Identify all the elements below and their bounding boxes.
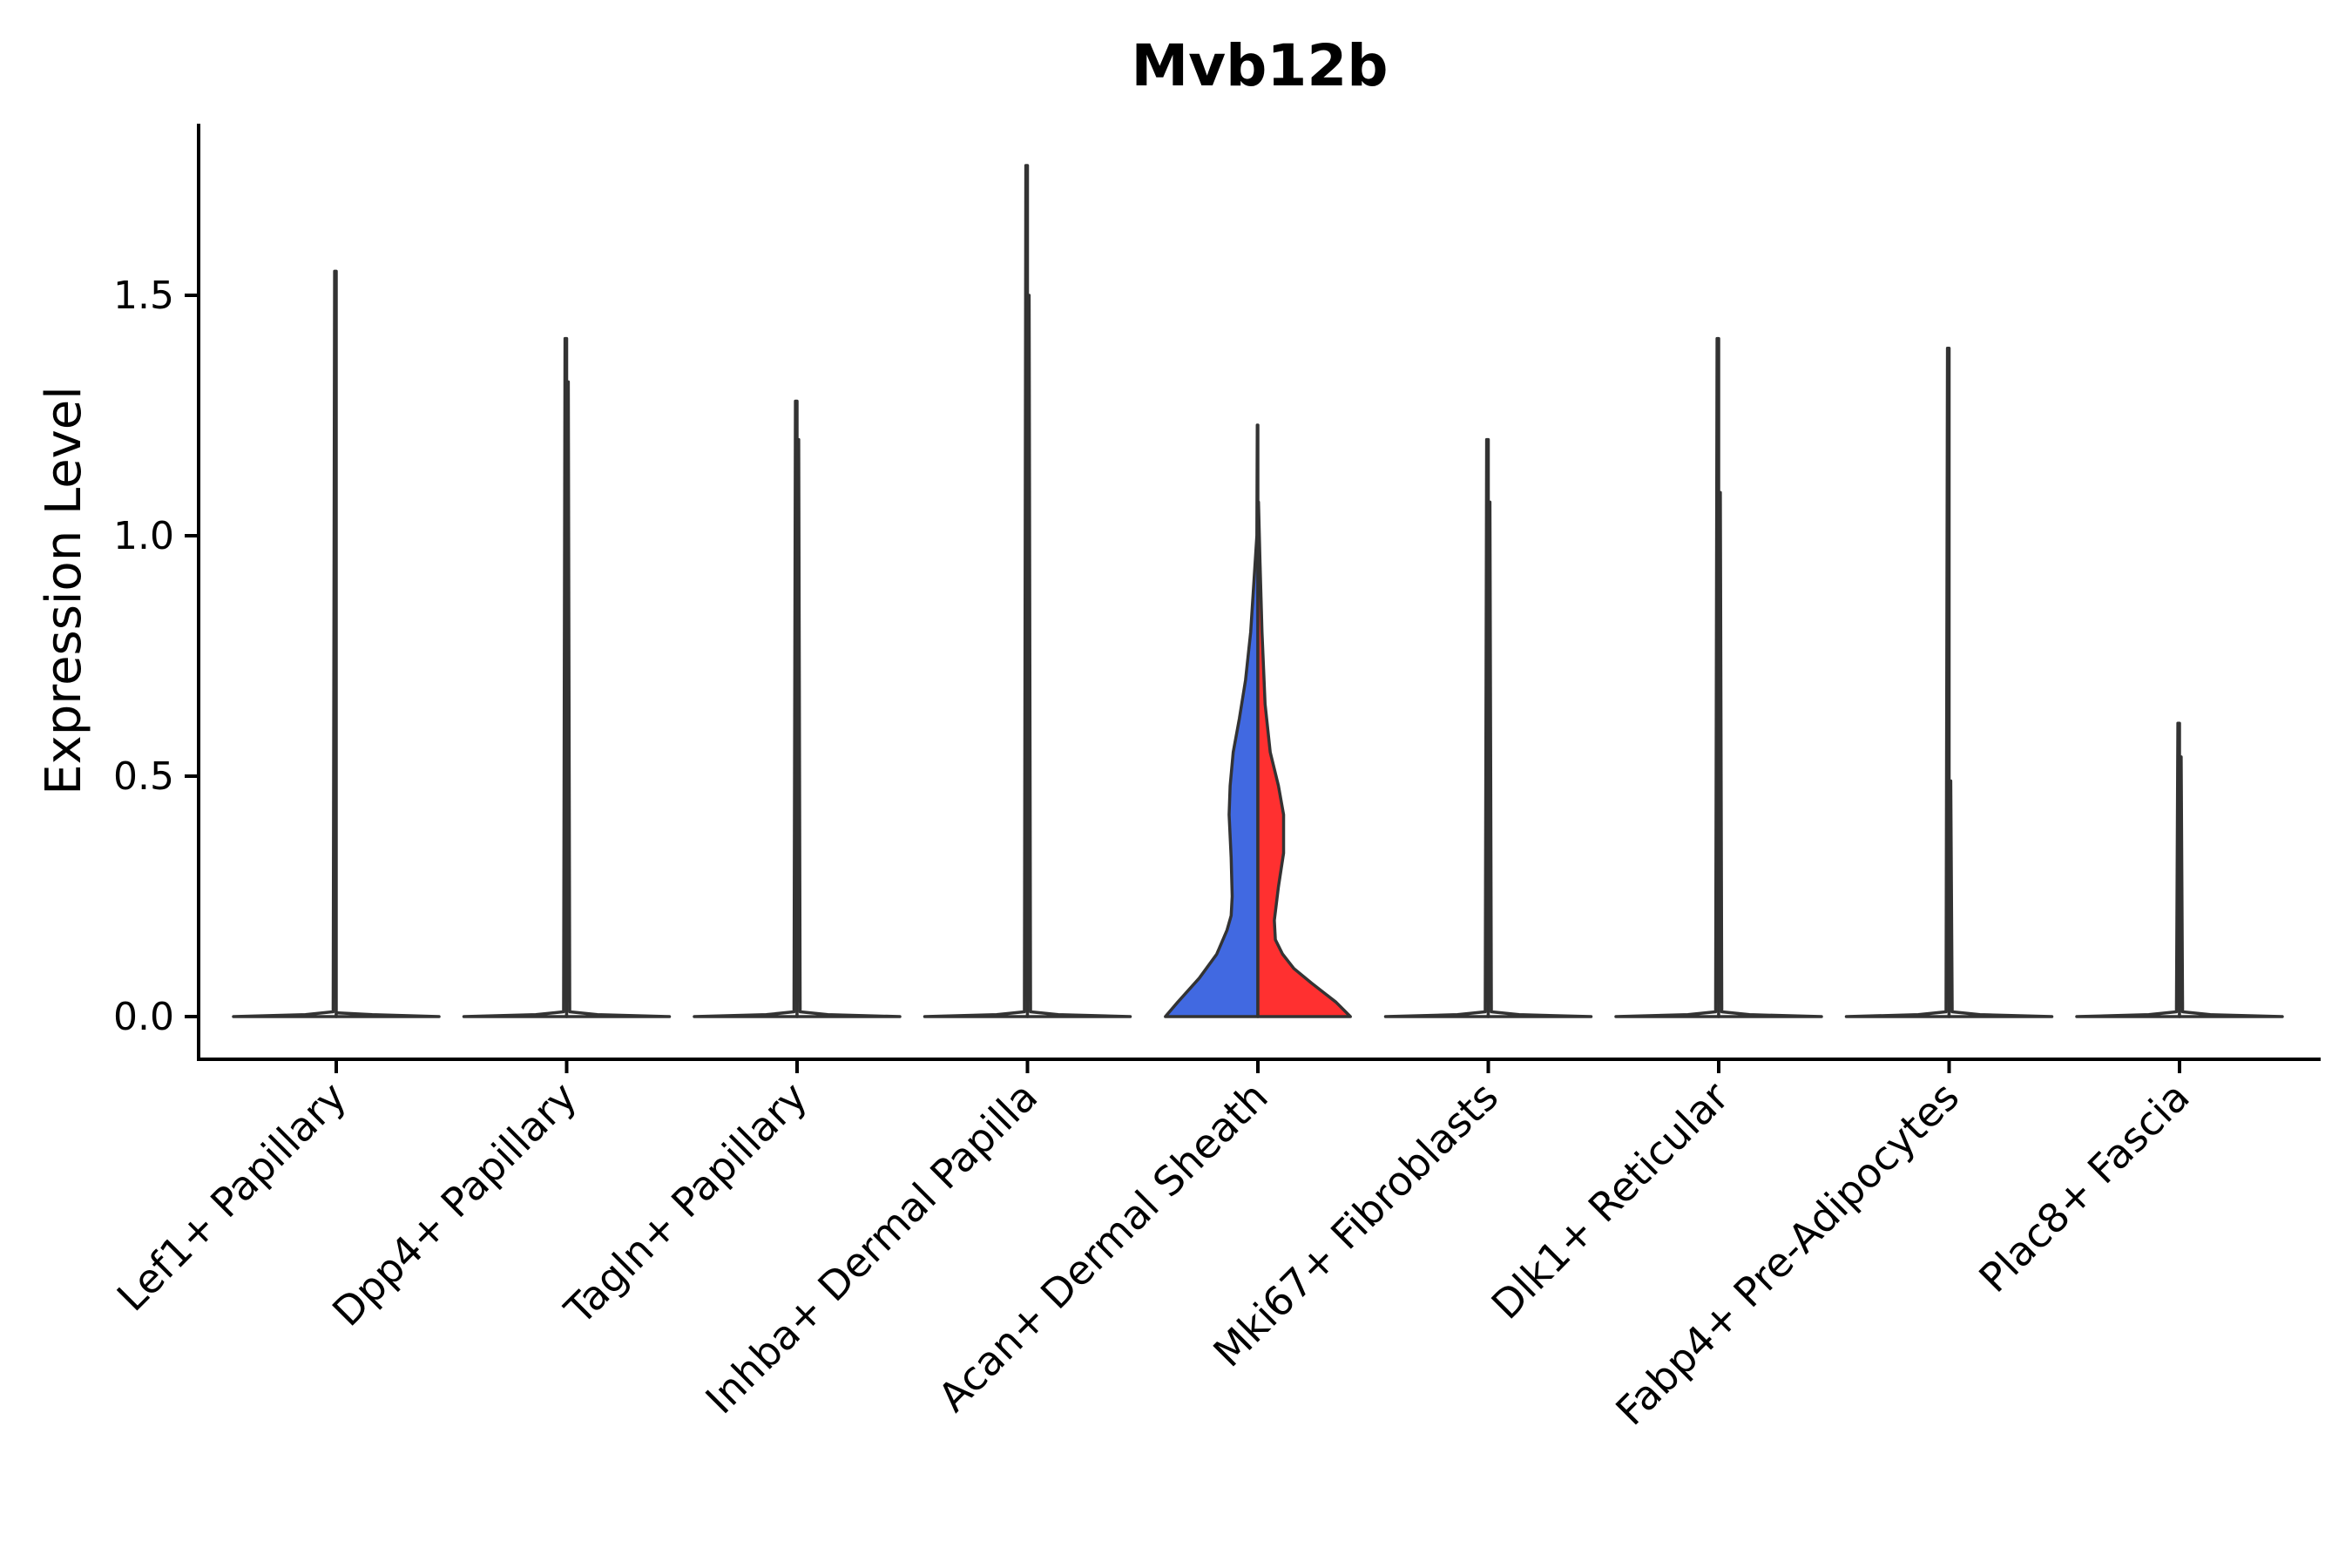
y-tick-label: 1.0 bbox=[113, 514, 174, 558]
violin-left-half bbox=[2075, 721, 2181, 1018]
violin-pair bbox=[1383, 437, 1593, 1018]
violin-right-half bbox=[1025, 294, 1132, 1018]
violin-left-half bbox=[232, 269, 338, 1018]
violin-right-half bbox=[1947, 779, 2054, 1018]
violin-pair bbox=[232, 269, 441, 1018]
violin-left-half bbox=[1844, 346, 1951, 1018]
violin-left-half bbox=[693, 399, 799, 1018]
x-category-label: Tagln+ Papillary bbox=[555, 1073, 816, 1335]
violin-left-half bbox=[1383, 437, 1490, 1018]
violin-right-half bbox=[1486, 500, 1593, 1018]
violin-pair bbox=[462, 336, 672, 1018]
violin-pair bbox=[1614, 336, 1823, 1018]
x-category-label: Lef1+ Papillary bbox=[108, 1073, 355, 1321]
violin-left-half bbox=[462, 336, 569, 1018]
y-ticks: 0.0 0.5 1.0 1.5 bbox=[113, 274, 199, 1039]
violin-left-half bbox=[1164, 423, 1260, 1018]
violin-left-half bbox=[1614, 336, 1720, 1018]
violin-right-half bbox=[1256, 500, 1352, 1018]
violin-pair bbox=[693, 399, 902, 1018]
violin-group-layer bbox=[232, 164, 2284, 1018]
violin-right-half bbox=[795, 437, 902, 1018]
violin-pair bbox=[2075, 721, 2284, 1018]
violin-right-half bbox=[2178, 755, 2284, 1018]
violin-right-half bbox=[564, 380, 672, 1018]
x-category-label: Dpp4+ Papillary bbox=[323, 1073, 585, 1335]
y-tick-label: 0.5 bbox=[113, 754, 174, 799]
chart-title: Mvb12b bbox=[1131, 32, 1388, 99]
violin-right-half bbox=[1717, 490, 1823, 1018]
violin-pair bbox=[923, 164, 1132, 1018]
violin-pair bbox=[1164, 423, 1352, 1018]
violin-right-half bbox=[335, 1010, 441, 1018]
y-axis-label: Expression Level bbox=[36, 386, 92, 795]
violin-pair bbox=[1844, 346, 2054, 1018]
x-category-label: Dlk1+ Reticular bbox=[1483, 1073, 1738, 1328]
violin-left-half bbox=[923, 164, 1030, 1018]
x-category-label: Plac8+ Fascia bbox=[1970, 1073, 2198, 1301]
y-tick-label: 1.5 bbox=[113, 274, 174, 318]
y-tick-label: 0.0 bbox=[113, 995, 174, 1039]
